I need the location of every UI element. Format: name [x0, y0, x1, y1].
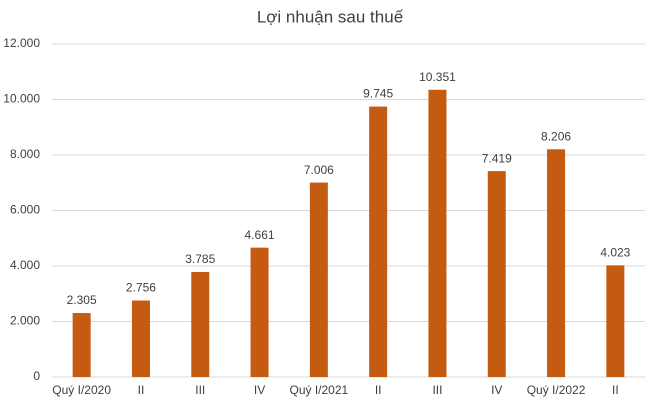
- bar: [309, 182, 328, 377]
- x-tick-label: II: [375, 383, 382, 397]
- bar: [191, 271, 210, 377]
- chart-title: Lợi nhuận sau thuế: [257, 7, 404, 26]
- y-tick-label: 0: [33, 369, 40, 383]
- x-tick-label: III: [195, 383, 205, 397]
- value-label: 2.305: [67, 293, 97, 307]
- x-tick-label: IV: [254, 383, 265, 397]
- x-tick-label: II: [138, 383, 145, 397]
- value-label: 3.785: [185, 252, 215, 266]
- y-tick-label: 12.000: [3, 36, 40, 50]
- bar: [428, 89, 447, 377]
- bar: [547, 149, 566, 377]
- x-tick-label: III: [432, 383, 442, 397]
- value-label: 4.023: [600, 246, 630, 260]
- bar: [487, 171, 506, 377]
- x-tick-label: Quý I/2022: [527, 383, 586, 397]
- x-tick-label: Quý I/2021: [289, 383, 348, 397]
- bar: [250, 247, 269, 377]
- y-tick-label: 4.000: [10, 258, 40, 272]
- bar: [72, 313, 91, 377]
- x-tick-label: II: [612, 383, 619, 397]
- value-label: 2.756: [126, 281, 156, 295]
- value-label: 7.419: [482, 151, 512, 165]
- y-tick-label: 10.000: [3, 92, 40, 106]
- value-label: 7.006: [304, 163, 334, 177]
- y-tick-label: 8.000: [10, 147, 40, 161]
- value-label: 9.745: [363, 87, 393, 101]
- y-tick-label: 6.000: [10, 203, 40, 217]
- bar: [606, 265, 625, 377]
- value-label: 4.661: [245, 228, 275, 242]
- bar: [369, 106, 388, 378]
- bar: [131, 300, 150, 377]
- x-tick-label: Quý I/2020: [52, 383, 111, 397]
- value-label: 8.206: [541, 129, 571, 143]
- x-tick-label: IV: [491, 383, 502, 397]
- value-label: 10.351: [419, 70, 456, 84]
- y-tick-label: 2.000: [10, 314, 40, 328]
